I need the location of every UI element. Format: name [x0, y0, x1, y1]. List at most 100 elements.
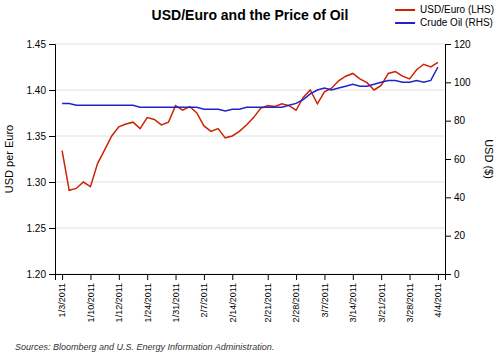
chart: 1/3/2011 1/10/2011 1/12/2011 1/24/2011 1/31/…: [0, 0, 500, 356]
y2-axis-title: USD ($): [483, 139, 495, 179]
y2-tick-mark: [445, 274, 451, 275]
legend-swatch: [395, 9, 415, 11]
x-tick: 2/21/2011: [263, 274, 273, 322]
legend-item: Crude Oil (RHS): [395, 17, 493, 28]
y-tick: 1.35: [27, 131, 55, 142]
x-tick: 3/14/2011: [348, 274, 358, 322]
y2-tick: 60: [445, 154, 466, 165]
x-tick-label: 1/24/2011: [143, 283, 153, 322]
y2-tick: 100: [445, 77, 471, 88]
x-tick: 3/21/2011: [377, 274, 387, 322]
y2-tick: 120: [445, 39, 471, 50]
legend-label: Crude Oil (RHS): [420, 17, 493, 28]
y2-tick-label: 120: [454, 39, 471, 50]
y-tick-label: 1.25: [27, 223, 47, 234]
y2-axis: 0 20 40 60 80 100 120: [445, 39, 471, 280]
x-tick-mark: [324, 274, 325, 280]
y2-tick-mark: [445, 121, 451, 122]
x-tick-label: 3/7/2011: [320, 283, 330, 317]
y2-tick-mark: [445, 197, 451, 198]
y2-tick-label: 40: [454, 192, 466, 203]
title: USD/Euro and the Price of Oil: [152, 7, 349, 23]
x-tick-label: 3/21/2011: [377, 283, 387, 322]
y2-tick: 40: [445, 192, 466, 203]
x-tick-label: 2/7/2011: [199, 283, 209, 317]
x-tick: 1/12/2011: [114, 274, 124, 322]
y2-tick: 80: [445, 115, 466, 126]
series-group: [62, 62, 438, 190]
grid-line: [55, 228, 445, 229]
y-axis-title: USD per Euro: [3, 125, 15, 193]
x-tick-mark: [119, 274, 120, 280]
y2-tick-label: 80: [454, 115, 466, 126]
x-tick: 1/24/2011: [143, 274, 153, 322]
y2-tick-mark: [445, 82, 451, 83]
y2-tick-label: 100: [454, 77, 471, 88]
y2-tick-mark: [445, 44, 451, 45]
x-tick-label: 4/4/2011: [433, 283, 443, 317]
legend: USD/Euro (LHS) Crude Oil (RHS): [395, 4, 494, 28]
line: [62, 62, 438, 190]
legend-item: USD/Euro (LHS): [395, 4, 494, 15]
y-tick: 1.40: [27, 85, 55, 96]
y-tick-label: 1.40: [27, 85, 47, 96]
grid-line: [55, 44, 445, 45]
x-tick-label: 3/14/2011: [348, 283, 358, 322]
x-tick: 1/3/2011: [57, 274, 67, 317]
y-tick-mark: [49, 182, 55, 183]
x-tick-label: 3/28/2011: [405, 283, 415, 322]
x-tick-label: 1/31/2011: [171, 283, 181, 322]
x-tick-mark: [410, 274, 411, 280]
x-tick-label: 1/12/2011: [114, 283, 124, 322]
plot: 1/3/2011 1/10/2011 1/12/2011 1/24/2011 1/31/…: [3, 39, 495, 323]
y-tick-mark: [49, 44, 55, 45]
y2-tick: 0: [445, 269, 460, 280]
legend-swatch: [395, 22, 415, 24]
y2-tick-label: 0: [454, 269, 460, 280]
grid-line: [55, 182, 445, 183]
y-axis: 1.201.251.301.351.401.45: [27, 39, 56, 280]
x-axis: 1/3/2011 1/10/2011 1/12/2011 1/24/2011 1/31/…: [56, 274, 446, 322]
grid-line: [55, 136, 445, 137]
y2-tick-label: 60: [454, 154, 466, 165]
y-tick-mark: [49, 136, 55, 137]
x-tick: 3/28/2011: [405, 274, 415, 322]
x-tick-label: 1/10/2011: [86, 283, 96, 322]
x-tick: 4/4/2011: [433, 274, 443, 317]
x-tick-mark: [62, 274, 63, 280]
legend-label: USD/Euro (LHS): [420, 4, 494, 15]
x-tick-mark: [438, 274, 439, 280]
x-tick: 2/28/2011: [291, 274, 301, 322]
x-tick-label: 2/28/2011: [291, 283, 301, 322]
y-axis-line: [49, 45, 56, 275]
grid-line: [55, 90, 445, 91]
x-tick: 1/10/2011: [86, 274, 96, 322]
y2-axis-line: [446, 45, 452, 275]
line: [62, 67, 438, 111]
y2-tick-label: 20: [454, 230, 466, 241]
y2-tick-mark: [445, 236, 451, 237]
x-tick-mark: [176, 274, 177, 280]
y-tick-mark: [49, 90, 55, 91]
x-tick-mark: [381, 274, 382, 280]
x-tick: 3/7/2011: [320, 274, 330, 317]
x-tick: 2/14/2011: [228, 274, 238, 322]
x-tick-mark: [204, 274, 205, 280]
x-tick-mark: [268, 274, 269, 280]
x-tick: 2/7/2011: [199, 274, 209, 317]
y-tick: 1.25: [27, 223, 55, 234]
y-tick-mark: [49, 228, 55, 229]
annotation: Sources: Bloomberg and U.S. Energy Infor…: [15, 342, 274, 352]
x-tick-mark: [232, 274, 233, 280]
x-tick-mark: [147, 274, 148, 280]
x-tick-mark: [90, 274, 91, 280]
y-tick-label: 1.35: [27, 131, 47, 142]
x-tick-mark: [296, 274, 297, 280]
x-tick: 1/31/2011: [171, 274, 181, 322]
y2-tick-mark: [445, 159, 451, 160]
y-tick-mark: [49, 274, 55, 275]
y-tick: 1.20: [27, 269, 55, 280]
y2-tick: 20: [445, 230, 466, 241]
x-tick-label: 2/14/2011: [228, 283, 238, 322]
x-tick-mark: [353, 274, 354, 280]
